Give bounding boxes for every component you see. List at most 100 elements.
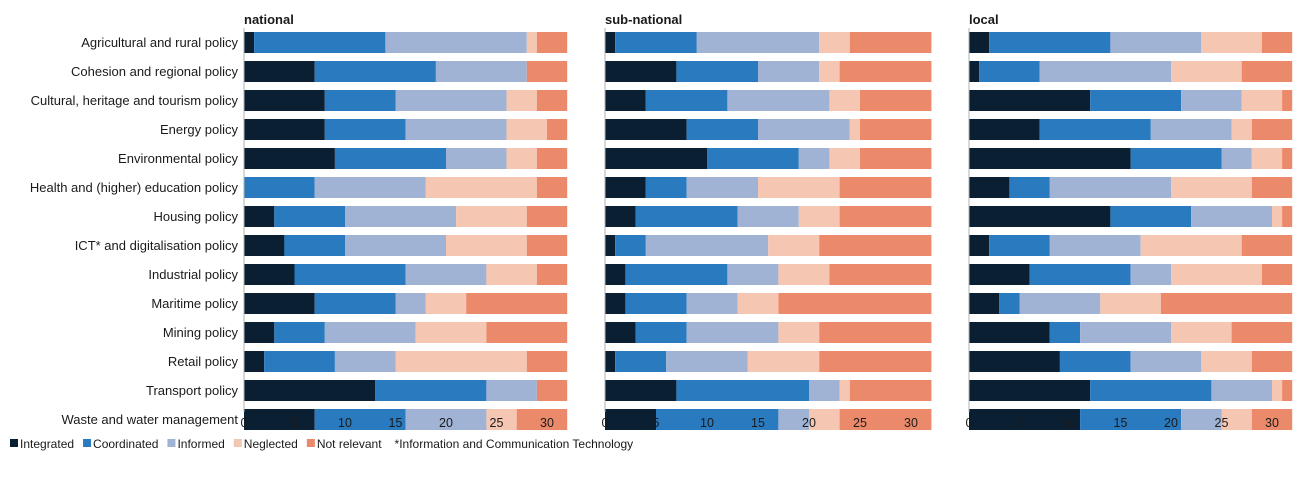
bar-local-transport-policy-integrated bbox=[969, 380, 1091, 401]
x-tick-label: 5 bbox=[1016, 416, 1023, 430]
x-tick-label: 25 bbox=[1215, 416, 1229, 430]
bar-local-cohesion-and-regional-policy-not-relevant bbox=[1241, 61, 1293, 82]
bar-national-ict-and-digitalisation-policy-not-relevant bbox=[526, 235, 568, 256]
bar-sub-national-waste-and-water-management-neglected bbox=[809, 409, 840, 430]
x-tick-label: 20 bbox=[802, 416, 816, 430]
bar-local-cohesion-and-regional-policy-integrated bbox=[969, 61, 980, 82]
bar-sub-national-cohesion-and-regional-policy-integrated bbox=[605, 61, 677, 82]
bar-national-ict-and-digitalisation-policy-informed bbox=[345, 235, 446, 256]
x-tick-label: 0 bbox=[241, 416, 248, 430]
bar-national-transport-policy-integrated bbox=[244, 380, 376, 401]
bar-local-retail-policy-neglected bbox=[1201, 351, 1252, 372]
bar-local-transport-policy-informed bbox=[1211, 380, 1272, 401]
bar-sub-national-environmental-policy-informed bbox=[798, 148, 830, 169]
bar-local-health-and-higher-education-policy-coordinated bbox=[1009, 177, 1050, 198]
bar-national-health-and-higher-education-policy-coordinated bbox=[244, 177, 315, 198]
bar-sub-national-transport-policy-integrated bbox=[605, 380, 677, 401]
bar-sub-national-cohesion-and-regional-policy-not-relevant bbox=[839, 61, 932, 82]
bar-local-housing-policy-not-relevant bbox=[1282, 206, 1293, 227]
bar-sub-national-environmental-policy-neglected bbox=[829, 148, 860, 169]
bar-local-waste-and-water-management-integrated bbox=[969, 409, 1081, 430]
bar-local-cultural-heritage-and-tourism-policy-not-relevant bbox=[1282, 90, 1293, 111]
bar-national-cultural-heritage-and-tourism-policy-integrated bbox=[244, 90, 325, 111]
bar-national-agricultural-and-rural-policy-not-relevant bbox=[536, 32, 568, 53]
bar-sub-national-transport-policy-neglected bbox=[839, 380, 850, 401]
bar-national-maritime-policy-integrated bbox=[244, 293, 315, 314]
bar-national-mining-policy-informed bbox=[324, 322, 416, 343]
bar-sub-national-agricultural-and-rural-policy-integrated bbox=[605, 32, 616, 53]
bar-local-environmental-policy-integrated bbox=[969, 148, 1131, 169]
bar-local-industrial-policy-coordinated bbox=[1029, 264, 1131, 285]
bar-sub-national-health-and-higher-education-policy-integrated bbox=[605, 177, 646, 198]
bar-sub-national-retail-policy-integrated bbox=[605, 351, 616, 372]
bar-local-ict-and-digitalisation-policy-coordinated bbox=[989, 235, 1050, 256]
bar-local-industrial-policy-integrated bbox=[969, 264, 1030, 285]
bar-national-industrial-policy-integrated bbox=[244, 264, 295, 285]
bar-local-agricultural-and-rural-policy-integrated bbox=[969, 32, 990, 53]
bar-sub-national-cohesion-and-regional-policy-coordinated bbox=[676, 61, 758, 82]
legend-label: Informed bbox=[177, 437, 224, 451]
bar-national-maritime-policy-coordinated bbox=[314, 293, 396, 314]
bar-local-ict-and-digitalisation-policy-not-relevant bbox=[1241, 235, 1293, 256]
bar-local-maritime-policy-integrated bbox=[969, 293, 1000, 314]
bar-sub-national-cohesion-and-regional-policy-neglected bbox=[819, 61, 840, 82]
bar-sub-national-health-and-higher-education-policy-informed bbox=[686, 177, 758, 198]
bar-local-maritime-policy-neglected bbox=[1100, 293, 1161, 314]
bar-national-waste-and-water-management-integrated bbox=[244, 409, 315, 430]
bar-local-environmental-policy-neglected bbox=[1251, 148, 1283, 169]
bar-local-cohesion-and-regional-policy-coordinated bbox=[979, 61, 1040, 82]
bar-sub-national-health-and-higher-education-policy-neglected bbox=[758, 177, 840, 198]
bar-national-housing-policy-not-relevant bbox=[526, 206, 568, 227]
legend-swatch bbox=[167, 439, 176, 447]
bar-national-cultural-heritage-and-tourism-policy-informed bbox=[395, 90, 507, 111]
bar-sub-national-ict-and-digitalisation-policy-informed bbox=[645, 235, 769, 256]
x-tick-label: 5 bbox=[291, 416, 298, 430]
bar-local-environmental-policy-coordinated bbox=[1130, 148, 1222, 169]
bar-national-energy-policy-not-relevant bbox=[547, 119, 568, 140]
bar-sub-national-energy-policy-informed bbox=[758, 119, 850, 140]
bar-local-industrial-policy-neglected bbox=[1171, 264, 1262, 285]
bar-sub-national-mining-policy-informed bbox=[686, 322, 779, 343]
bar-sub-national-maritime-policy-coordinated bbox=[625, 293, 687, 314]
bar-local-cultural-heritage-and-tourism-policy-coordinated bbox=[1090, 90, 1182, 111]
bar-national-transport-policy-informed bbox=[486, 380, 537, 401]
bar-national-retail-policy-informed bbox=[334, 351, 396, 372]
category-label-cultural-heritage-and-tourism-policy: Cultural, heritage and tourism policy bbox=[31, 93, 239, 108]
bar-national-retail-policy-not-relevant bbox=[526, 351, 568, 372]
bar-local-cultural-heritage-and-tourism-policy-informed bbox=[1181, 90, 1242, 111]
x-tick-label: 15 bbox=[389, 416, 403, 430]
legend-label: Not relevant bbox=[317, 437, 382, 451]
x-tick-label: 10 bbox=[1063, 416, 1077, 430]
bar-national-housing-policy-informed bbox=[345, 206, 457, 227]
bar-local-cohesion-and-regional-policy-neglected bbox=[1171, 61, 1242, 82]
bar-national-ict-and-digitalisation-policy-coordinated bbox=[284, 235, 345, 256]
category-label-housing-policy: Housing policy bbox=[153, 209, 238, 224]
bar-national-health-and-higher-education-policy-neglected bbox=[425, 177, 537, 198]
bar-local-industrial-policy-informed bbox=[1130, 264, 1171, 285]
bar-national-environmental-policy-not-relevant bbox=[536, 148, 568, 169]
bar-sub-national-mining-policy-coordinated bbox=[635, 322, 687, 343]
legend-item-neglected: Neglected bbox=[233, 437, 298, 451]
category-label-health-and-higher-education-policy: Health and (higher) education policy bbox=[30, 180, 239, 195]
footnote: *Information and Communication Technolog… bbox=[395, 437, 634, 451]
bar-national-mining-policy-not-relevant bbox=[486, 322, 568, 343]
bar-local-agricultural-and-rural-policy-not-relevant bbox=[1261, 32, 1293, 53]
bar-local-ict-and-digitalisation-policy-informed bbox=[1049, 235, 1141, 256]
legend-swatch bbox=[306, 439, 315, 447]
bar-sub-national-transport-policy-not-relevant bbox=[849, 380, 932, 401]
bar-sub-national-ict-and-digitalisation-policy-not-relevant bbox=[819, 235, 932, 256]
bar-sub-national-energy-policy-coordinated bbox=[686, 119, 758, 140]
bar-sub-national-health-and-higher-education-policy-coordinated bbox=[645, 177, 687, 198]
bar-national-cultural-heritage-and-tourism-policy-not-relevant bbox=[536, 90, 568, 111]
panel-title: sub-national bbox=[605, 12, 682, 27]
bar-sub-national-mining-policy-integrated bbox=[605, 322, 636, 343]
bar-sub-national-industrial-policy-not-relevant bbox=[829, 264, 932, 285]
x-tick-label: 25 bbox=[853, 416, 867, 430]
bar-national-environmental-policy-coordinated bbox=[334, 148, 446, 169]
bar-sub-national-maritime-policy-neglected bbox=[737, 293, 779, 314]
bar-national-energy-policy-integrated bbox=[244, 119, 325, 140]
bar-local-environmental-policy-not-relevant bbox=[1282, 148, 1293, 169]
bar-local-health-and-higher-education-policy-integrated bbox=[969, 177, 1010, 198]
bar-local-retail-policy-not-relevant bbox=[1251, 351, 1293, 372]
